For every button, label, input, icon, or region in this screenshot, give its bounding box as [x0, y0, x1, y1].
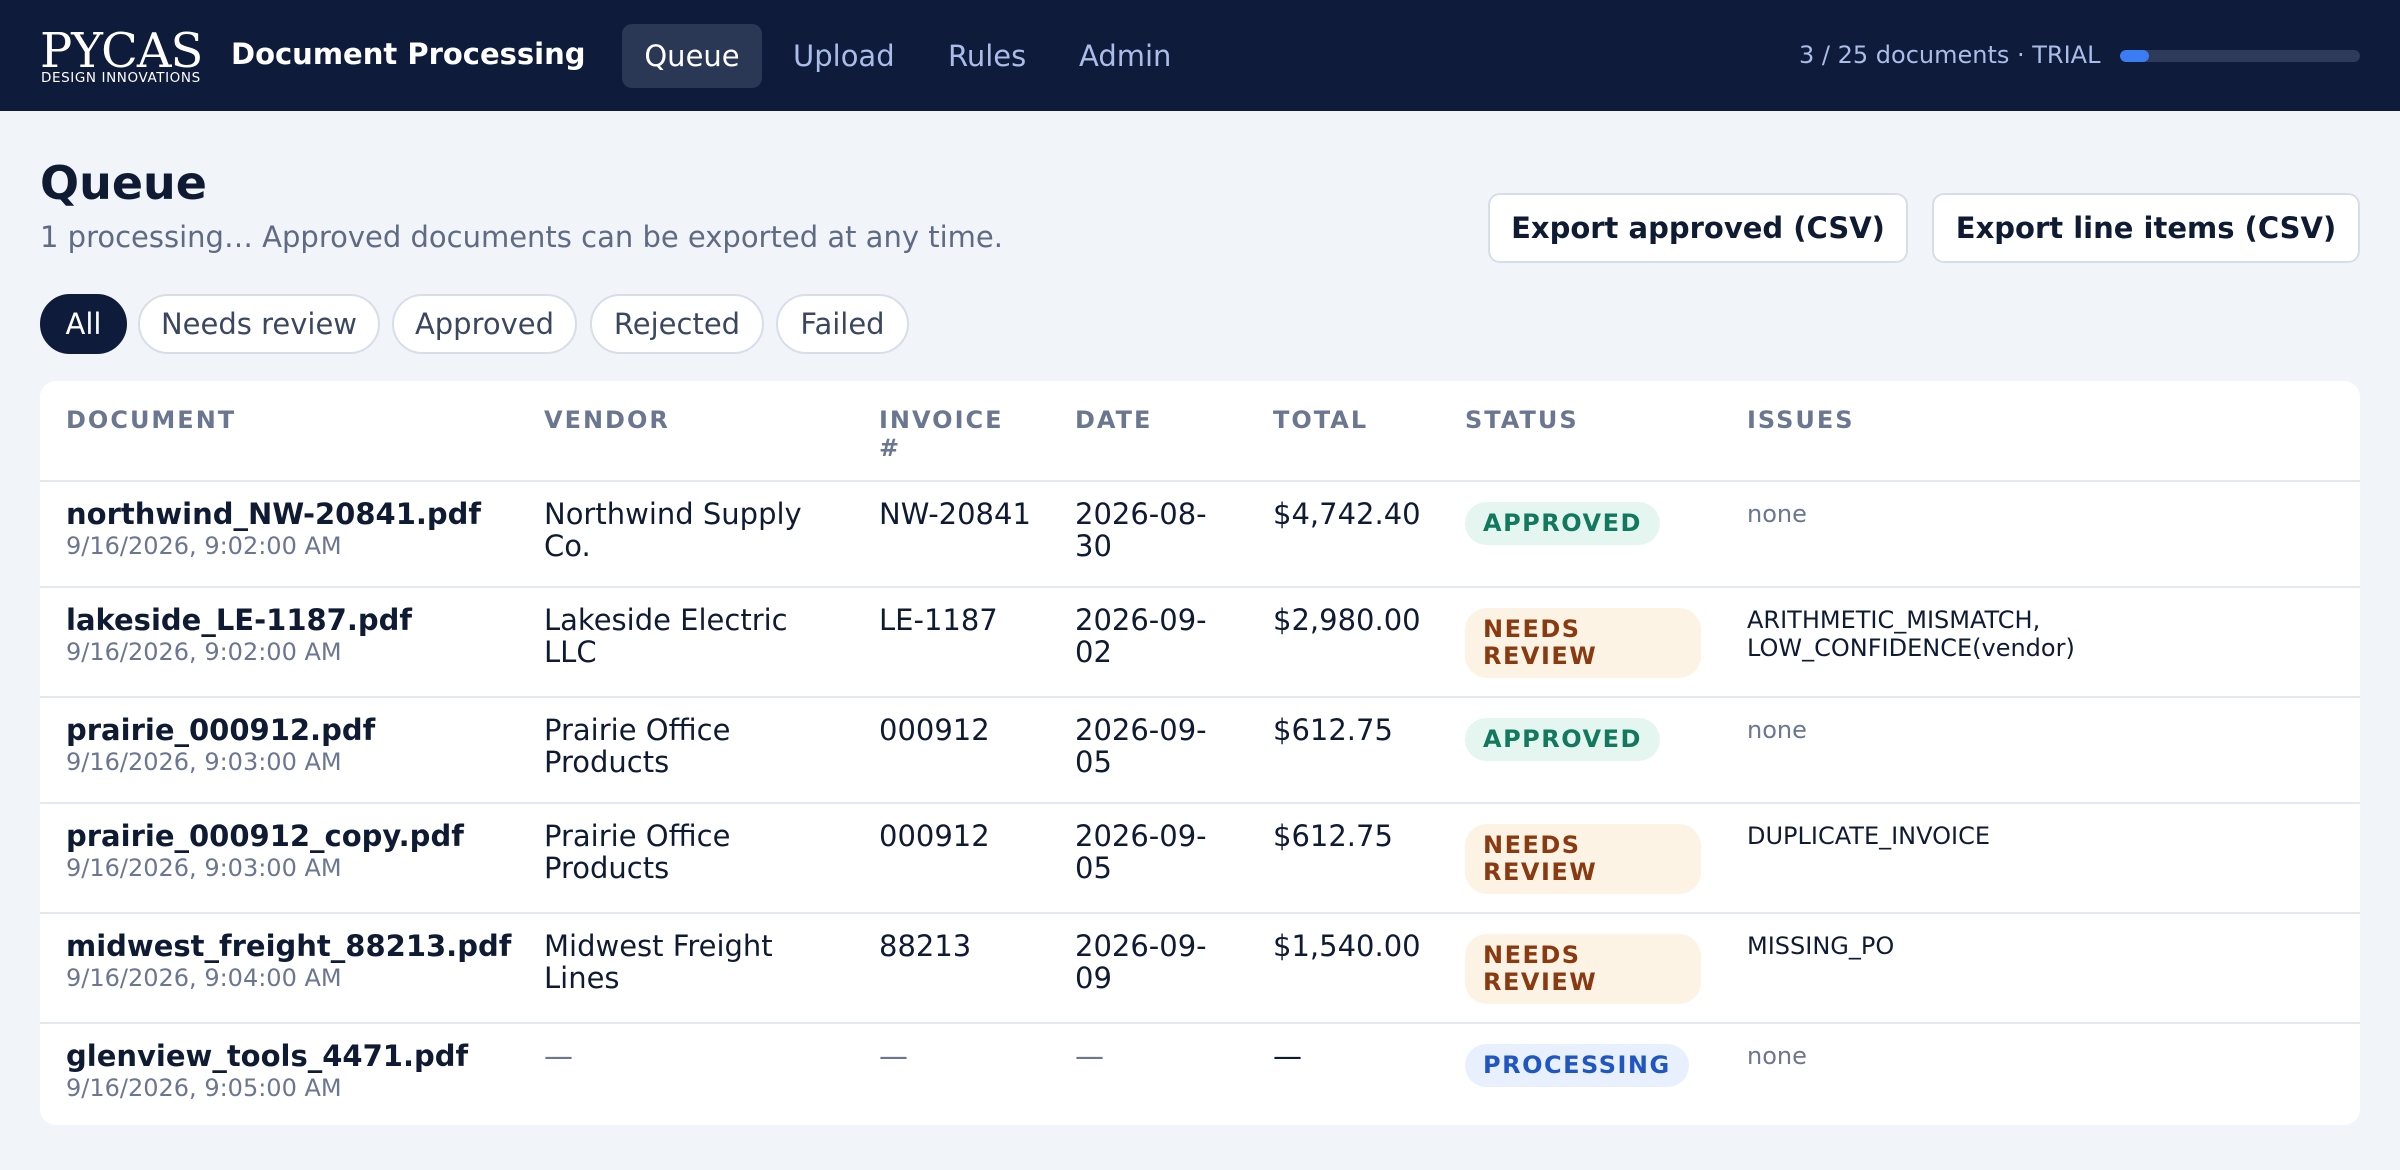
logo-wordmark: PYCAS: [40, 23, 203, 79]
table-row[interactable]: northwind_NW-20841.pdf 9/16/2026, 9:02:0…: [40, 482, 2360, 588]
usage-progress-bar: [2120, 50, 2360, 62]
export-approved-button[interactable]: Export approved (CSV): [1488, 193, 1908, 263]
table-row[interactable]: prairie_000912.pdf 9/16/2026, 9:03:00 AM…: [40, 698, 2360, 804]
total-cell: $612.75: [1273, 713, 1393, 747]
filter-chip-needs-review[interactable]: Needs review: [138, 294, 380, 354]
row-divider: [40, 1022, 2360, 1024]
date-cell: 2026-09-09: [1075, 929, 1207, 995]
column-header-issues[interactable]: ISSUES: [1747, 406, 1855, 434]
date-cell: 2026-09-05: [1075, 713, 1207, 779]
row-divider: [40, 802, 2360, 804]
total-cell: $4,742.40: [1273, 497, 1421, 531]
issues-cell: DUPLICATE_INVOICE: [1747, 822, 1991, 850]
column-header-vendor[interactable]: VENDOR: [544, 406, 670, 434]
vendor-cell: Lakeside Electric LLC: [544, 603, 788, 669]
document-uploaded-time: 9/16/2026, 9:04:00 AM: [66, 964, 342, 992]
total-cell: $2,980.00: [1273, 603, 1421, 637]
total-cell: $1,540.00: [1273, 929, 1421, 963]
invoice-number-cell: NW-20841: [879, 497, 1031, 531]
table-row[interactable]: midwest_freight_88213.pdf 9/16/2026, 9:0…: [40, 914, 2360, 1024]
date-cell: 2026-08-30: [1075, 497, 1207, 563]
total-cell: $612.75: [1273, 819, 1393, 853]
usage-progress-fill: [2120, 50, 2149, 62]
table-row[interactable]: prairie_000912_copy.pdf 9/16/2026, 9:03:…: [40, 804, 2360, 914]
total-cell: —: [1273, 1039, 1302, 1073]
nav-tab-rules[interactable]: Rules: [948, 39, 1027, 73]
date-cell: 2026-09-05: [1075, 819, 1207, 885]
logo-tagline: DESIGN INNOVATIONS: [41, 70, 201, 86]
column-header-total[interactable]: TOTAL: [1273, 406, 1369, 434]
document-filename[interactable]: midwest_freight_88213.pdf: [66, 929, 512, 963]
top-bar: PYCAS DESIGN INNOVATIONS Document Proces…: [0, 0, 2400, 111]
column-header-invoice[interactable]: INVOICE #: [879, 406, 1004, 462]
document-filename[interactable]: prairie_000912.pdf: [66, 713, 376, 747]
page-title: Queue: [40, 156, 207, 210]
invoice-number-cell: 000912: [879, 819, 990, 853]
document-uploaded-time: 9/16/2026, 9:05:00 AM: [66, 1074, 342, 1102]
filter-chip-approved[interactable]: Approved: [392, 294, 577, 354]
vendor-cell: Northwind Supply Co.: [544, 497, 802, 563]
table-row[interactable]: lakeside_LE-1187.pdf 9/16/2026, 9:02:00 …: [40, 588, 2360, 698]
invoice-number-cell: 000912: [879, 713, 990, 747]
nav-tab-upload[interactable]: Upload: [793, 39, 895, 73]
column-header-status[interactable]: STATUS: [1465, 406, 1579, 434]
vendor-cell: —: [544, 1039, 573, 1073]
page-subtitle: 1 processing… Approved documents can be …: [40, 220, 1003, 254]
invoice-number-cell: 88213: [879, 929, 972, 963]
status-badge: NEEDS REVIEW: [1465, 824, 1701, 894]
vendor-cell: Prairie Office Products: [544, 819, 731, 885]
filter-chip-failed[interactable]: Failed: [776, 294, 909, 354]
date-cell: —: [1075, 1039, 1104, 1073]
issues-cell: none: [1747, 716, 1807, 744]
issues-cell: none: [1747, 500, 1807, 528]
date-cell: 2026-09-02: [1075, 603, 1207, 669]
usage-counter: 3 / 25 documents · TRIAL: [1799, 41, 2101, 69]
document-uploaded-time: 9/16/2026, 9:02:00 AM: [66, 532, 342, 560]
issues-cell: ARITHMETIC_MISMATCH, LOW_CONFIDENCE(vend…: [1747, 606, 2075, 662]
document-uploaded-time: 9/16/2026, 9:03:00 AM: [66, 854, 342, 882]
document-filename[interactable]: lakeside_LE-1187.pdf: [66, 603, 413, 637]
table-row[interactable]: glenview_tools_4471.pdf 9/16/2026, 9:05:…: [40, 1024, 2360, 1125]
status-badge: APPROVED: [1465, 502, 1660, 545]
column-header-document[interactable]: DOCUMENT: [66, 406, 237, 434]
document-uploaded-time: 9/16/2026, 9:02:00 AM: [66, 638, 342, 666]
filter-chip-all[interactable]: All: [40, 294, 127, 354]
documents-table: DOCUMENT VENDOR INVOICE # DATE TOTAL STA…: [40, 381, 2360, 1125]
row-divider: [40, 912, 2360, 914]
row-divider: [40, 696, 2360, 698]
invoice-number-cell: —: [879, 1039, 908, 1073]
vendor-cell: Prairie Office Products: [544, 713, 731, 779]
column-header-date[interactable]: DATE: [1075, 406, 1153, 434]
nav-tab-admin[interactable]: Admin: [1079, 39, 1172, 73]
header-divider: [40, 480, 2360, 482]
document-filename[interactable]: glenview_tools_4471.pdf: [66, 1039, 469, 1073]
pycas-logo[interactable]: PYCAS DESIGN INNOVATIONS: [40, 26, 210, 86]
document-uploaded-time: 9/16/2026, 9:03:00 AM: [66, 748, 342, 776]
app-title: Document Processing: [231, 37, 586, 71]
filter-chip-rejected[interactable]: Rejected: [590, 294, 764, 354]
invoice-number-cell: LE-1187: [879, 603, 998, 637]
nav-tab-queue[interactable]: Queue: [622, 24, 762, 88]
issues-cell: MISSING_PO: [1747, 932, 1895, 960]
export-line-items-button[interactable]: Export line items (CSV): [1932, 193, 2360, 263]
status-badge: APPROVED: [1465, 718, 1660, 761]
status-badge: PROCESSING: [1465, 1044, 1689, 1087]
status-badge: NEEDS REVIEW: [1465, 608, 1701, 678]
vendor-cell: Midwest Freight Lines: [544, 929, 773, 995]
issues-cell: none: [1747, 1042, 1807, 1070]
document-filename[interactable]: prairie_000912_copy.pdf: [66, 819, 464, 853]
row-divider: [40, 586, 2360, 588]
document-filename[interactable]: northwind_NW-20841.pdf: [66, 497, 482, 531]
status-badge: NEEDS REVIEW: [1465, 934, 1701, 1004]
